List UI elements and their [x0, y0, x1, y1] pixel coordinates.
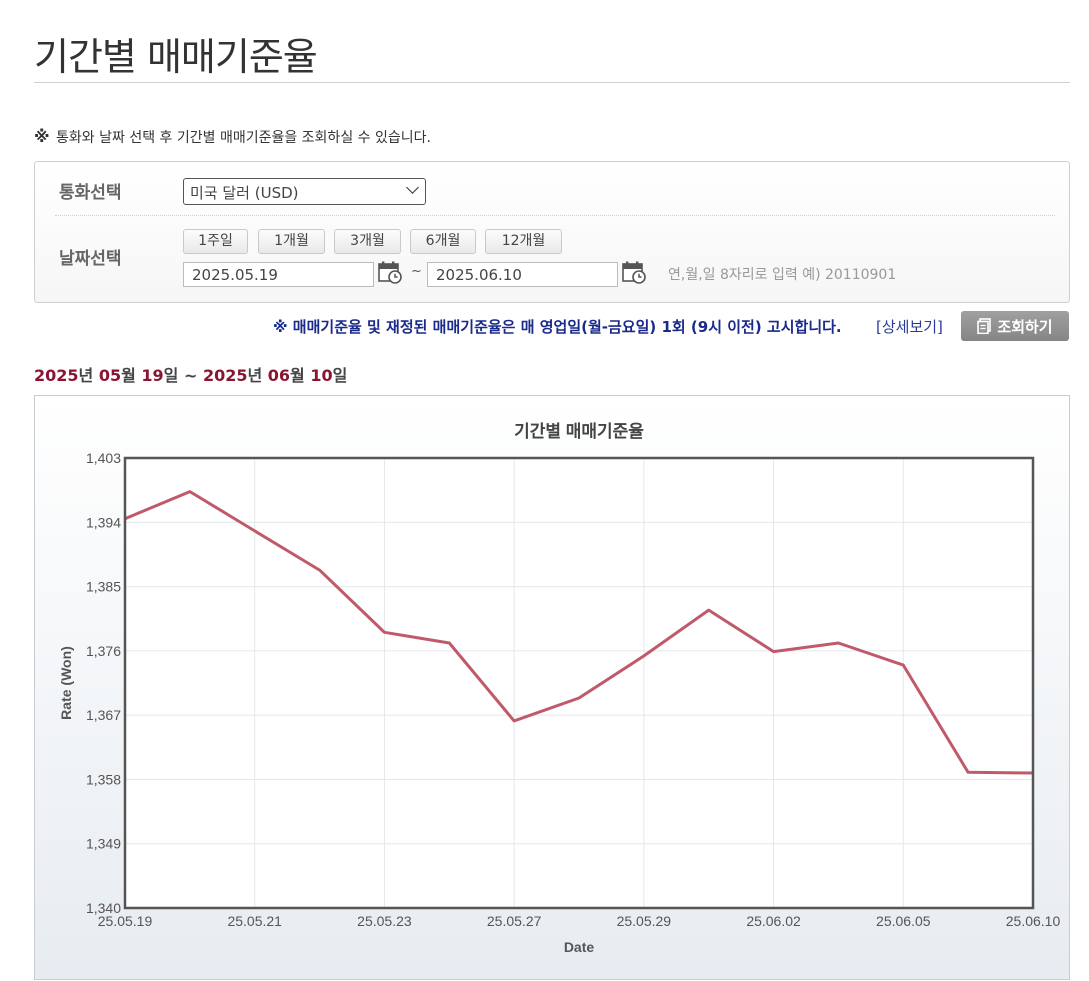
year-unit: 년 — [78, 366, 99, 385]
x-axis-label: Date — [564, 939, 595, 955]
date-format-hint: 연,월,일 8자리로 입력 예) 20110901 — [668, 267, 897, 283]
rate-chart: 1,403 1,394 1,385 1,376 1,367 1,358 1,349 1,340… — [34, 395, 1070, 980]
date-range-separator: ~ — [411, 264, 422, 279]
search-button-label: 조회하기 — [997, 317, 1053, 336]
rate-chart-svg: 1,403 1,394 1,385 1,376 1,367 1,358 1,349 1,340… — [58, 422, 1061, 955]
period-button-12month[interactable]: 12개월 — [485, 229, 562, 254]
x-tick-label: 25.06.05 — [876, 913, 931, 929]
period-button-1week[interactable]: 1주일 — [183, 229, 248, 254]
data-point — [383, 631, 386, 634]
y-tick-label: 1,340 — [86, 900, 121, 916]
usage-notice: ※ 통화와 날짜 선택 후 기간별 매매기준율을 조회하실 수 있습니다. — [34, 127, 431, 147]
page-title: 기간별 매매기준율 — [34, 35, 318, 79]
start-year: 2025 — [34, 366, 79, 385]
end-day: 10 — [310, 366, 333, 385]
start-month: 05 — [98, 366, 122, 385]
y-tick-label: 1,367 — [86, 707, 121, 723]
period-button-3month[interactable]: 3개월 — [334, 229, 401, 254]
usage-notice-text: 통화와 날짜 선택 후 기간별 매매기준율을 조회하실 수 있습니다. — [56, 130, 431, 146]
document-icon — [977, 318, 992, 334]
y-tick-label: 1,394 — [86, 514, 121, 530]
date-label: 날짜선택 — [59, 249, 122, 269]
start-date-input[interactable]: 2025.05.19 — [183, 262, 374, 287]
year-unit: 년 — [247, 366, 268, 385]
data-point — [837, 641, 840, 645]
start-day: 19 — [141, 366, 164, 385]
x-tick-label: 25.05.19 — [98, 913, 153, 929]
search-button[interactable]: 조회하기 — [961, 311, 1069, 341]
y-tick-label: 1,385 — [86, 579, 121, 595]
x-tick-label: 25.05.21 — [227, 913, 282, 929]
chevron-down-icon — [406, 181, 419, 194]
data-point — [253, 529, 256, 533]
data-point — [512, 719, 516, 723]
data-point — [966, 771, 970, 774]
y-tick-label: 1,358 — [86, 771, 121, 787]
chart-title: 기간별 매매기준율 — [514, 422, 644, 441]
data-point — [772, 650, 775, 653]
x-tick-label: 25.05.23 — [357, 913, 412, 929]
month-unit: 월 — [290, 366, 311, 385]
plot-border — [123, 456, 1035, 910]
calendar-icon[interactable] — [622, 260, 646, 284]
reference-mark: ※ — [34, 127, 50, 146]
title-divider — [34, 82, 1070, 83]
day-unit: 일 ~ — [163, 366, 203, 385]
x-tick-label: 25.05.27 — [487, 913, 542, 929]
data-point — [642, 654, 646, 658]
currency-label: 통화선택 — [59, 183, 122, 203]
currency-select[interactable]: 미국 달러 (USD) — [183, 178, 426, 205]
data-point — [902, 663, 905, 667]
data-point — [318, 568, 321, 572]
end-month: 06 — [267, 366, 291, 385]
end-year: 2025 — [202, 366, 248, 385]
period-button-6month[interactable]: 6개월 — [410, 229, 476, 254]
period-button-1month[interactable]: 1개월 — [258, 229, 325, 254]
y-axis-label: Rate (Won) — [58, 646, 74, 720]
period-range: 2025년 05월 19일 ~ 2025년 06월 10일 — [34, 362, 347, 386]
data-point — [188, 490, 192, 493]
month-unit: 월 — [121, 366, 142, 385]
calendar-icon[interactable] — [378, 260, 402, 284]
x-tick-label: 25.06.10 — [1006, 913, 1061, 929]
data-point — [707, 608, 710, 612]
plot-area — [125, 458, 1033, 908]
end-date-input[interactable]: 2025.06.10 — [427, 262, 618, 287]
y-tick-label: 1,349 — [86, 836, 121, 852]
search-panel: 통화선택 미국 달러 (USD) 날짜선택 1주일 1개월 3개월 6개월 12… — [34, 161, 1070, 303]
day-unit: 일 — [332, 366, 348, 385]
currency-select-value: 미국 달러 (USD) — [190, 184, 299, 202]
y-tick-label: 1,376 — [86, 643, 121, 659]
data-point — [577, 696, 581, 700]
x-tick-label: 25.06.02 — [746, 913, 801, 929]
rate-notice: ※ 매매기준율 및 재정된 매매기준율은 매 영업일(월-금요일) 1회 (9시… — [273, 318, 842, 336]
data-point — [448, 641, 451, 645]
row-divider — [55, 215, 1055, 216]
detail-link[interactable]: [상세보기] — [876, 318, 943, 336]
y-tick-label: 1,403 — [86, 450, 121, 466]
x-tick-label: 25.05.29 — [617, 913, 672, 929]
